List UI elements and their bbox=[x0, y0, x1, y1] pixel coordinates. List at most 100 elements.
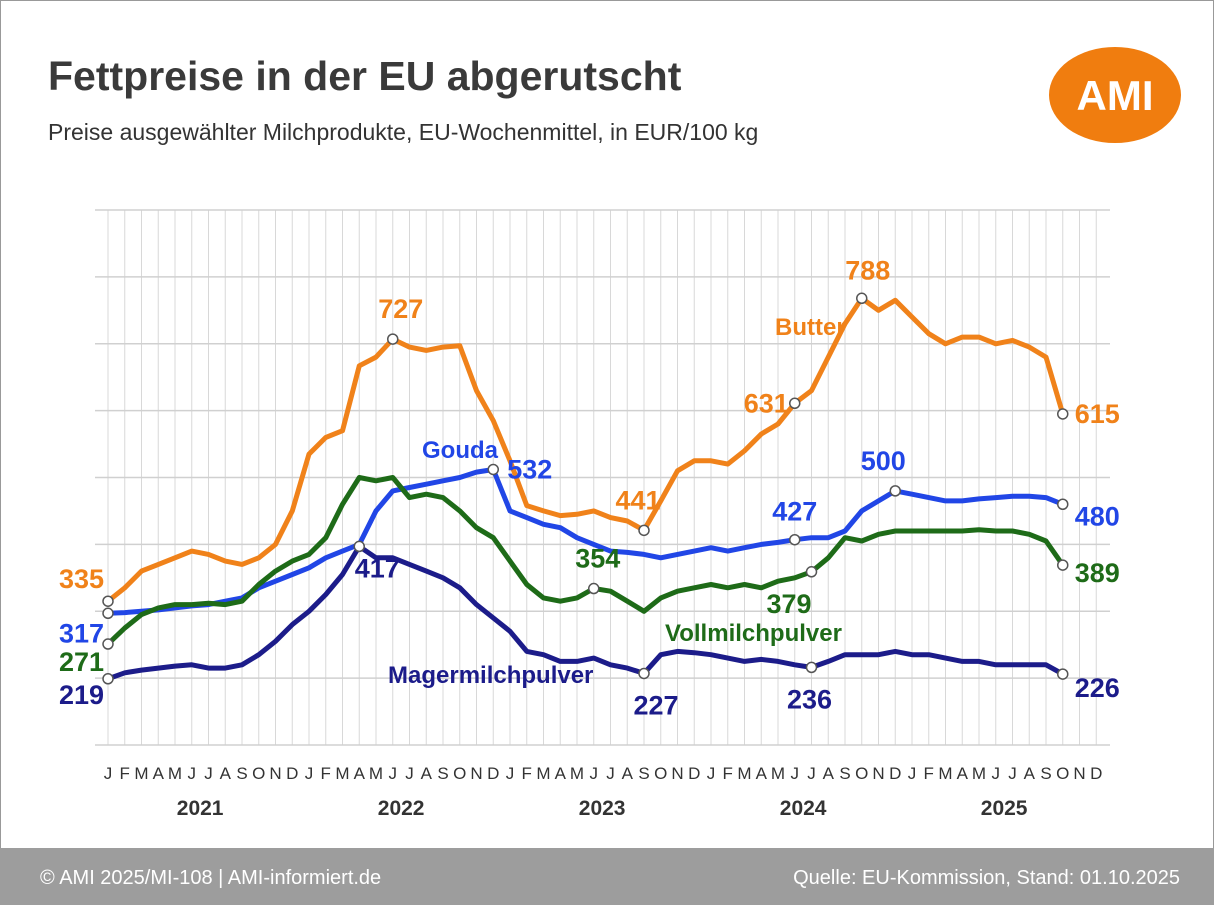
data-label: 480 bbox=[1075, 501, 1120, 531]
x-tick-label: J bbox=[791, 764, 800, 783]
data-label: 389 bbox=[1075, 558, 1120, 588]
x-tick-label: D bbox=[889, 764, 901, 783]
series-name: Vollmilchpulver bbox=[665, 620, 842, 647]
data-label: 427 bbox=[772, 497, 817, 527]
x-tick-label: M bbox=[536, 764, 550, 783]
x-tick-label: J bbox=[807, 764, 816, 783]
data-label: 271 bbox=[59, 647, 104, 677]
point-marker bbox=[1058, 669, 1068, 679]
x-tick-label: O bbox=[654, 764, 667, 783]
x-tick-label: N bbox=[470, 764, 482, 783]
x-tick-label: N bbox=[872, 764, 884, 783]
point-marker bbox=[1058, 560, 1068, 570]
point-marker bbox=[790, 535, 800, 545]
x-tick-label: J bbox=[606, 764, 615, 783]
x-tick-label: S bbox=[236, 764, 247, 783]
logo: AMI bbox=[1077, 72, 1154, 119]
x-tick-label: M bbox=[570, 764, 584, 783]
x-tick-label: M bbox=[938, 764, 952, 783]
x-tick-label: M bbox=[134, 764, 148, 783]
point-marker bbox=[807, 662, 817, 672]
x-tick-label: F bbox=[522, 764, 532, 783]
x-tick-label: A bbox=[421, 764, 433, 783]
x-tick-label: O bbox=[855, 764, 868, 783]
footer-right: Quelle: EU-Kommission, Stand: 01.10.2025 bbox=[793, 867, 1180, 889]
series-name: Butter bbox=[775, 314, 846, 341]
x-tick-label: S bbox=[638, 764, 649, 783]
x-tick-label: M bbox=[771, 764, 785, 783]
series-name: Magermilchpulver bbox=[388, 662, 593, 689]
x-tick-label: M bbox=[335, 764, 349, 783]
x-tick-label: F bbox=[924, 764, 934, 783]
data-label: 354 bbox=[575, 544, 620, 574]
grid bbox=[95, 210, 1110, 745]
x-tick-label: O bbox=[252, 764, 265, 783]
x-tick-label: J bbox=[204, 764, 213, 783]
point-marker bbox=[1058, 499, 1068, 509]
x-tick-label: M bbox=[168, 764, 182, 783]
point-marker bbox=[589, 584, 599, 594]
x-tick-label: S bbox=[437, 764, 448, 783]
x-tick-label: J bbox=[590, 764, 599, 783]
x-tick-label: D bbox=[1090, 764, 1102, 783]
x-tick-label: J bbox=[908, 764, 917, 783]
data-label: 317 bbox=[59, 618, 104, 648]
point-marker bbox=[890, 486, 900, 496]
x-tick-label: S bbox=[839, 764, 850, 783]
data-label: 236 bbox=[787, 684, 832, 714]
x-tick-label: J bbox=[405, 764, 414, 783]
point-marker bbox=[1058, 409, 1068, 419]
x-tick-label: J bbox=[1008, 764, 1017, 783]
data-label: 727 bbox=[378, 294, 423, 324]
x-tick-label: A bbox=[220, 764, 232, 783]
x-tick-label: N bbox=[1073, 764, 1085, 783]
x-tick-label: M bbox=[972, 764, 986, 783]
chart-subtitle: Preise ausgewählter Milchprodukte, EU-Wo… bbox=[48, 119, 758, 145]
point-marker bbox=[103, 639, 113, 649]
x-tick-label: J bbox=[506, 764, 515, 783]
point-marker bbox=[103, 674, 113, 684]
x-tick-label: F bbox=[120, 764, 130, 783]
data-label: 500 bbox=[861, 446, 906, 476]
x-tick-label: D bbox=[688, 764, 700, 783]
x-tick-label: N bbox=[671, 764, 683, 783]
chart: Fettpreise in der EU abgerutscht Preise … bbox=[0, 0, 1214, 905]
data-label: 417 bbox=[355, 553, 400, 583]
x-tick-label: A bbox=[957, 764, 969, 783]
x-tick-label: S bbox=[1040, 764, 1051, 783]
data-label: 532 bbox=[507, 454, 552, 484]
x-tick-label: N bbox=[269, 764, 281, 783]
point-marker bbox=[488, 464, 498, 474]
year-label: 2024 bbox=[780, 797, 827, 820]
x-tick-label: J bbox=[992, 764, 1001, 783]
data-label: 227 bbox=[633, 690, 678, 720]
x-tick-label: D bbox=[487, 764, 499, 783]
x-tick-label: J bbox=[305, 764, 314, 783]
point-marker bbox=[103, 596, 113, 606]
chart-title: Fettpreise in der EU abgerutscht bbox=[48, 53, 682, 99]
point-marker bbox=[388, 334, 398, 344]
point-marker bbox=[639, 525, 649, 535]
point-marker bbox=[857, 293, 867, 303]
x-tick-label: F bbox=[723, 764, 733, 783]
x-tick-label: A bbox=[756, 764, 768, 783]
x-tick-label: J bbox=[389, 764, 398, 783]
series-name: Gouda bbox=[422, 437, 499, 464]
x-tick-label: J bbox=[707, 764, 716, 783]
x-tick-label: D bbox=[286, 764, 298, 783]
data-label: 631 bbox=[744, 388, 789, 418]
year-label: 2022 bbox=[378, 797, 425, 820]
data-label: 379 bbox=[766, 589, 811, 619]
x-tick-label: A bbox=[1024, 764, 1036, 783]
data-label: 615 bbox=[1075, 399, 1120, 429]
point-marker bbox=[807, 567, 817, 577]
footer-left: © AMI 2025/MI-108 | AMI-informiert.de bbox=[40, 867, 381, 889]
x-tick-label: A bbox=[555, 764, 567, 783]
x-tick-label: A bbox=[354, 764, 366, 783]
x-tick-label: M bbox=[737, 764, 751, 783]
data-label: 788 bbox=[845, 255, 890, 285]
x-tick-label: F bbox=[321, 764, 331, 783]
point-marker bbox=[790, 398, 800, 408]
x-tick-label: A bbox=[622, 764, 634, 783]
x-tick-label: O bbox=[1056, 764, 1069, 783]
